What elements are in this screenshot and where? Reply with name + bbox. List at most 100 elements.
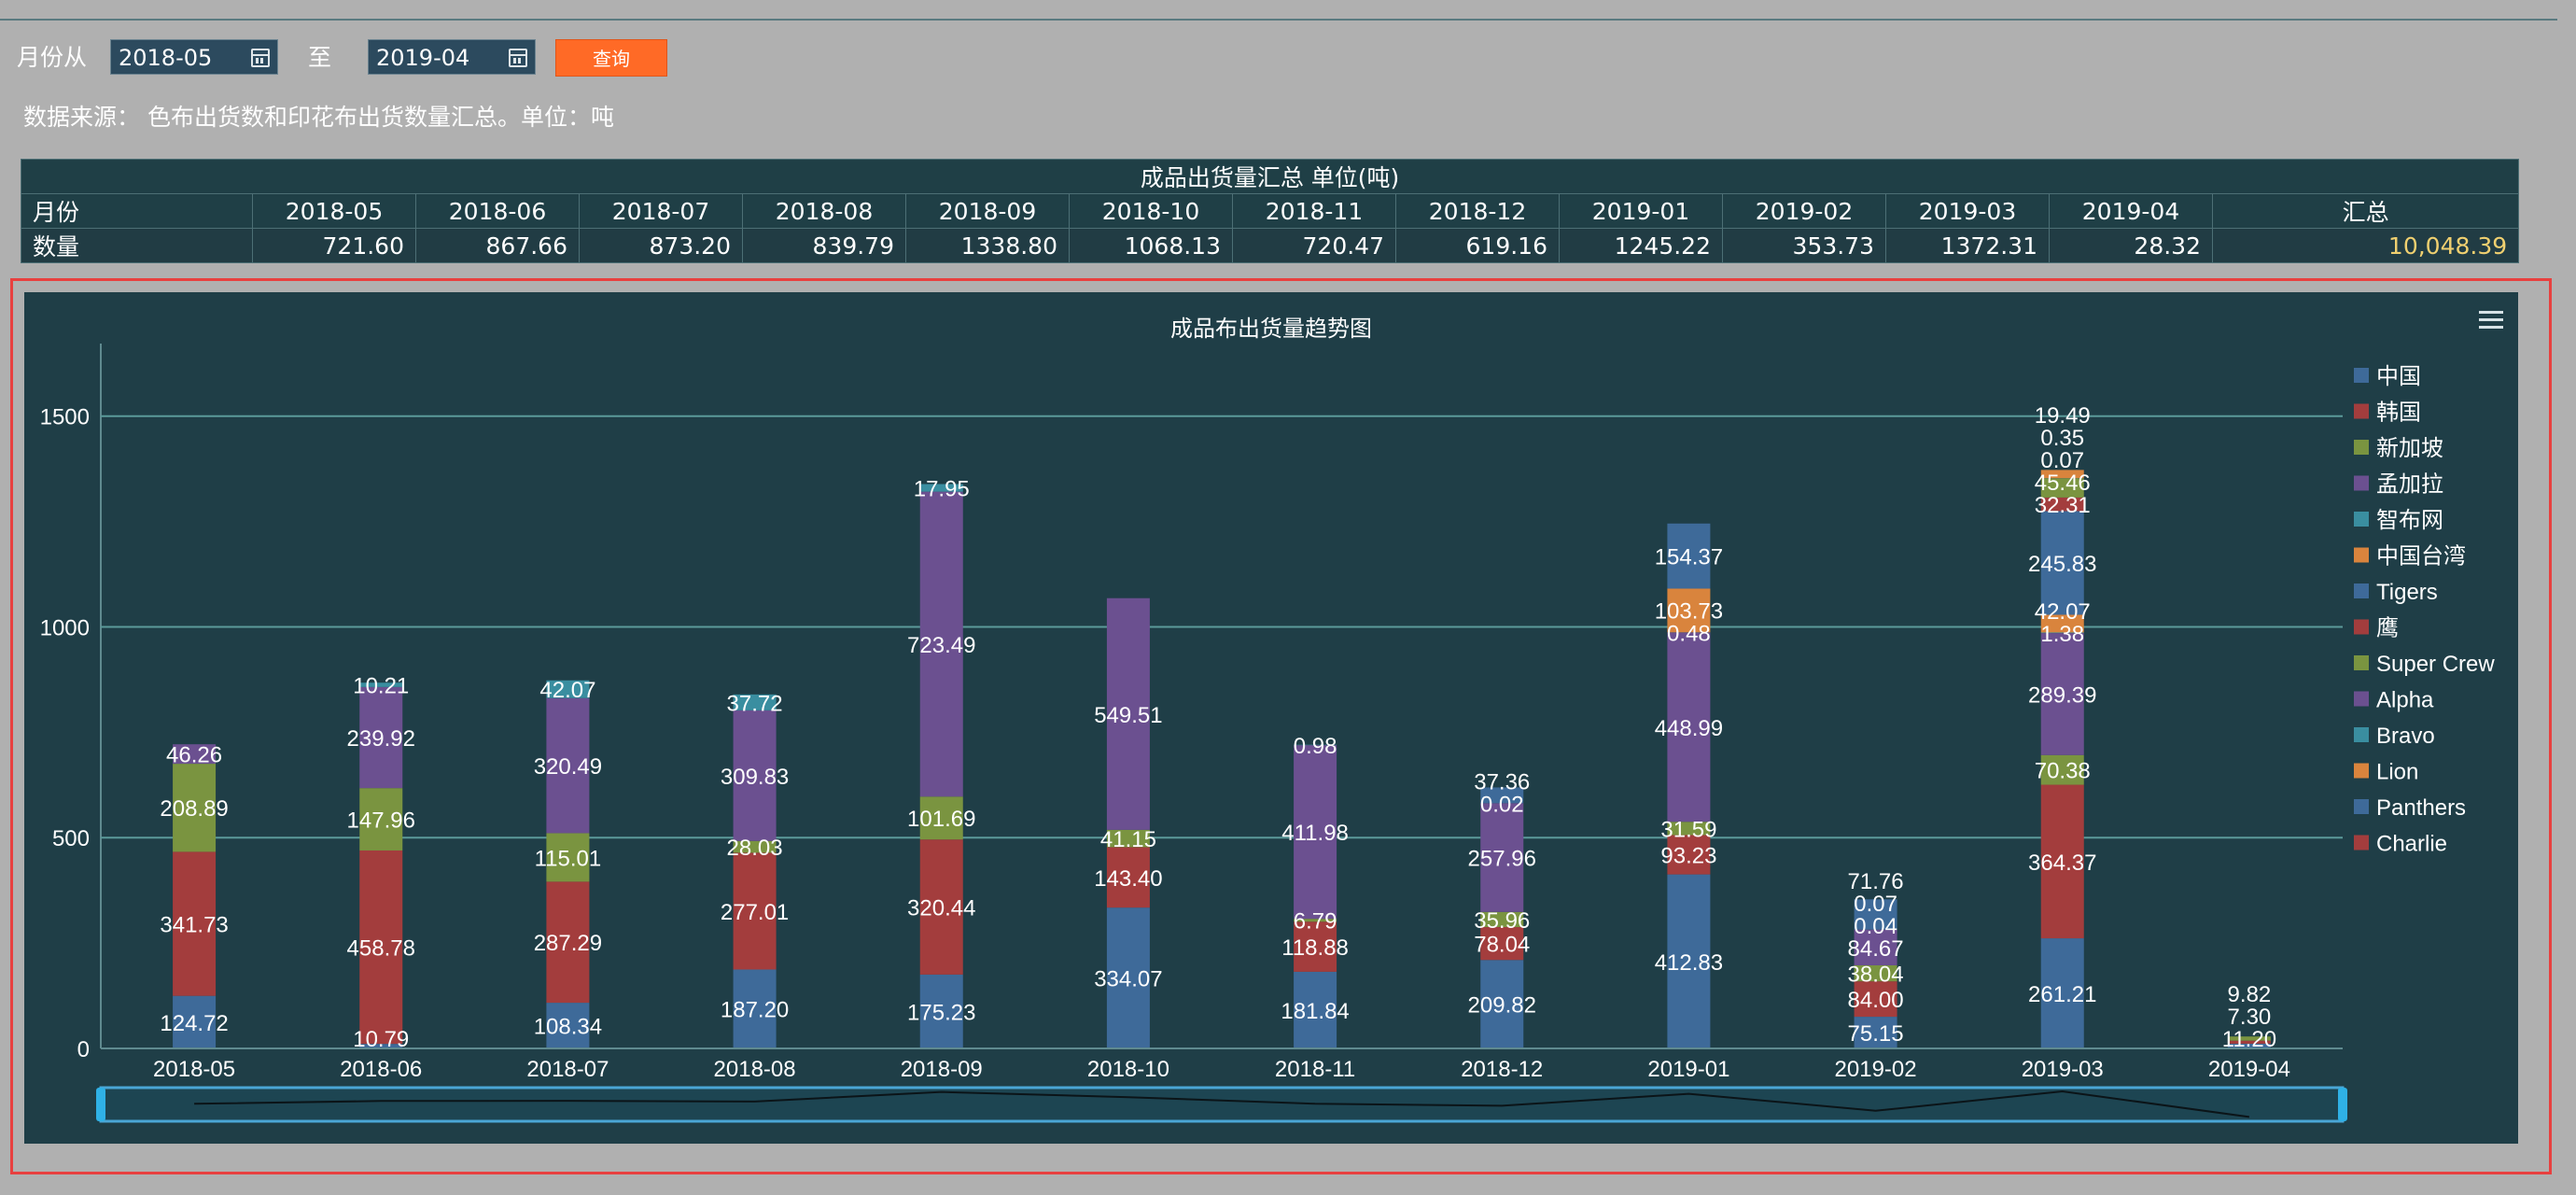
data-label: 549.51	[1094, 703, 1162, 728]
data-label: 287.29	[534, 931, 602, 956]
data-label: 257.96	[1468, 847, 1536, 872]
data-label: 261.21	[2028, 982, 2096, 1007]
data-zoom-track[interactable]	[99, 1086, 2345, 1123]
bar-segment	[173, 764, 217, 852]
bar-segment	[546, 881, 590, 1004]
data-label: 320.49	[534, 754, 602, 780]
quantity-cell: 721.60	[252, 228, 416, 263]
x-tick-label: 2019-04	[2208, 1057, 2290, 1082]
grand-total-cell: 10,048.39	[2211, 228, 2520, 263]
bar-segment	[2040, 478, 2084, 498]
quantity-cell: 1372.31	[1885, 228, 2050, 263]
legend-label[interactable]: 中国	[2376, 364, 2421, 389]
legend-label[interactable]: 韩国	[2376, 401, 2421, 426]
bar-segment	[2040, 784, 2084, 939]
data-label: 103.73	[1655, 598, 1723, 624]
legend-label[interactable]: Bravo	[2376, 724, 2435, 749]
data-label: 37.36	[1474, 769, 1530, 794]
data-label: 93.23	[1660, 844, 1716, 869]
legend-swatch[interactable]	[2354, 368, 2369, 383]
legend-swatch[interactable]	[2354, 799, 2369, 814]
data-zoom-start-handle[interactable]	[96, 1088, 105, 1121]
data-label: 19.49	[2035, 403, 2091, 429]
data-label: 7.30	[2228, 1005, 2272, 1030]
menu-icon[interactable]	[2479, 311, 2503, 330]
month-cell: 2019-02	[1722, 193, 1886, 229]
data-label: 0.98	[1294, 734, 1337, 759]
data-label: 0.48	[1667, 621, 1711, 646]
legend-label[interactable]: Lion	[2376, 760, 2418, 785]
data-label: 31.59	[1660, 817, 1716, 842]
legend-swatch[interactable]	[2354, 512, 2369, 527]
chart-highlight-frame	[10, 278, 2552, 1174]
data-zoom-end-handle[interactable]	[2338, 1088, 2347, 1121]
bar-segment	[1106, 598, 1150, 830]
legend-label[interactable]: 智布网	[2376, 508, 2443, 533]
legend-label[interactable]: Charlie	[2376, 832, 2447, 857]
legend-swatch[interactable]	[2354, 691, 2369, 707]
bar-segment	[2227, 1040, 2271, 1044]
quantity-cell: 28.32	[2049, 228, 2213, 263]
legend-swatch[interactable]	[2354, 763, 2369, 779]
bar-segment	[2227, 1036, 2271, 1041]
calendar-icon[interactable]	[509, 49, 527, 67]
legend-swatch[interactable]	[2354, 655, 2369, 670]
data-label: 10.21	[353, 674, 409, 699]
x-tick-label: 2018-07	[526, 1057, 609, 1082]
legend-swatch[interactable]	[2354, 835, 2369, 851]
calendar-icon[interactable]	[251, 49, 270, 67]
legend-swatch[interactable]	[2354, 475, 2369, 491]
legend-label[interactable]: 中国台湾	[2376, 544, 2466, 569]
bar-segment	[733, 969, 777, 1048]
quantity-cell: 353.73	[1722, 228, 1886, 263]
bar-segment	[359, 788, 403, 851]
data-label: 0.04	[1854, 914, 1897, 939]
data-label: 37.72	[727, 691, 783, 716]
bar-segment	[733, 840, 777, 853]
bar-segment	[1480, 787, 1524, 804]
month-to-value: 2019-04	[376, 45, 470, 71]
bar-segment	[359, 682, 403, 687]
data-label: 412.83	[1655, 950, 1723, 976]
legend-swatch[interactable]	[2354, 619, 2369, 635]
legend-label[interactable]: 鹰	[2376, 616, 2399, 641]
month-from-input[interactable]: 2018-05	[110, 39, 278, 75]
bar-segment	[1667, 632, 1711, 822]
legend-swatch[interactable]	[2354, 547, 2369, 563]
legend-label[interactable]: Tigers	[2376, 580, 2438, 605]
month-to-input[interactable]: 2019-04	[368, 39, 536, 75]
data-label: 277.01	[721, 900, 789, 925]
legend-label[interactable]: 新加坡	[2376, 436, 2443, 461]
legend-label[interactable]: Panthers	[2376, 795, 2466, 821]
data-label: 239.92	[347, 726, 415, 752]
month-cell: 2019-03	[1885, 193, 2050, 229]
bar-segment	[1294, 745, 1337, 920]
data-label: 245.83	[2028, 552, 2096, 577]
bar-segment	[919, 796, 963, 840]
legend-swatch[interactable]	[2354, 727, 2369, 742]
data-label: 411.98	[1281, 821, 1349, 846]
quantity-cell: 1068.13	[1069, 228, 1233, 263]
legend-label[interactable]: Alpha	[2376, 688, 2434, 713]
data-label: 175.23	[907, 1000, 975, 1025]
legend-label[interactable]: 孟加拉	[2376, 472, 2443, 498]
legend-swatch[interactable]	[2354, 403, 2369, 419]
data-label: 84.67	[1848, 936, 1904, 962]
legend-swatch[interactable]	[2354, 583, 2369, 598]
bar-segment	[1294, 971, 1337, 1048]
data-label: 17.95	[914, 477, 970, 502]
data-label: 209.82	[1468, 993, 1536, 1019]
legend-swatch[interactable]	[2354, 440, 2369, 455]
quantity-cell: 867.66	[415, 228, 580, 263]
data-label: 334.07	[1094, 967, 1162, 992]
legend-label[interactable]: Super Crew	[2376, 652, 2495, 677]
bar-segment	[1854, 1017, 1897, 1048]
query-button[interactable]: 查询	[555, 39, 667, 77]
x-tick-label: 2019-03	[2022, 1057, 2104, 1082]
summary-value-row: 数量 721.60 867.66 873.20 839.79 1338.80 1…	[21, 228, 2520, 263]
bar-segment	[2040, 614, 2084, 633]
bar-segment	[1667, 874, 1711, 1048]
bar-segment	[173, 851, 217, 996]
summary-table: 成品出货量汇总 单位(吨) 月份 2018-05 2018-06 2018-07…	[20, 159, 2520, 263]
data-label: 187.20	[721, 998, 789, 1023]
